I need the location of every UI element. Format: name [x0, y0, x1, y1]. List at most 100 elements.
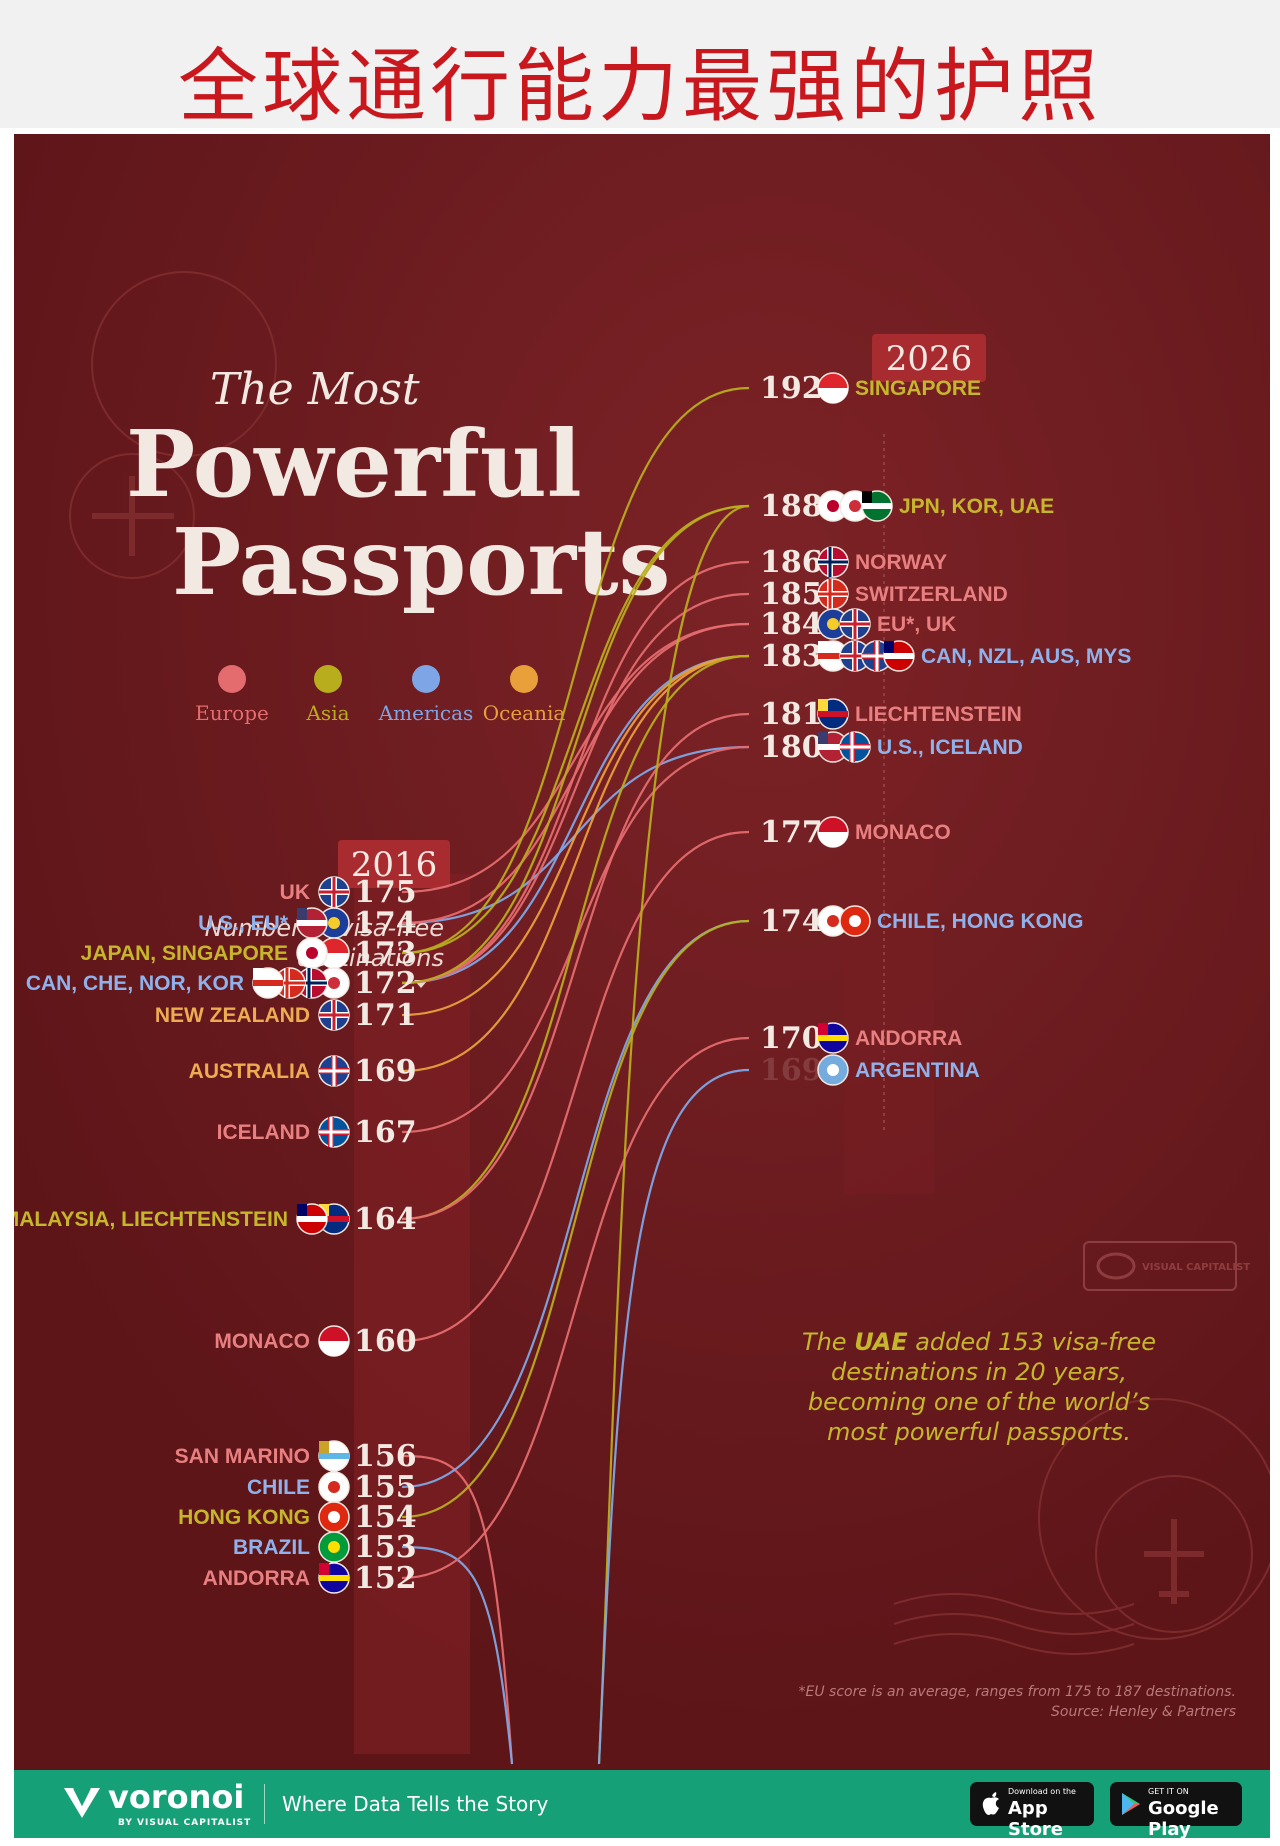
left-label: CAN, CHE, NOR, KOR [26, 972, 244, 995]
annotation-pre: The [802, 1328, 854, 1356]
legend-dot-americas [412, 665, 440, 693]
year-badge-right: 2026 [886, 339, 973, 379]
left-labels: 175 UK 174 U.S., EU* 173 JAPAN, SINGAPORE 172 C… [14, 875, 417, 1596]
right-value: 188 [760, 489, 823, 524]
footnote-source: Source: Henley & Partners [1051, 1704, 1236, 1720]
legend-label-europe: Europe [195, 701, 269, 725]
left-value: 175 [354, 875, 417, 910]
gb-flag-icon [318, 876, 350, 908]
logo-subtitle: BY VISUAL CAPITALIST [118, 1818, 252, 1828]
is-flag-icon [318, 1116, 350, 1148]
left-label: CHILE [247, 1476, 310, 1499]
left-entry: 164 MALAYSIA, LIECHTENSTEIN [14, 1202, 417, 1237]
mc-flag-icon [817, 816, 849, 848]
app-store-button[interactable]: Download on the App Store [970, 1782, 1094, 1840]
sg-flag-icon [817, 372, 849, 404]
left-label: JAPAN, SINGAPORE [81, 942, 288, 965]
left-entry: 154 HONG KONG [178, 1500, 416, 1535]
year-badge-left-bg [338, 840, 450, 888]
app-store-small: Download on the [1008, 1787, 1076, 1796]
my-flag-icon [883, 640, 915, 672]
stamp-decoration [69, 271, 1270, 1655]
left-entry: 167 ICELAND [217, 1115, 417, 1150]
left-value: 155 [354, 1470, 417, 1505]
right-column-shade [844, 394, 934, 1194]
poster-background [14, 134, 1270, 1770]
slope-chart: The Most Powerful Passports Europe Asia Am… [14, 134, 1270, 1770]
right-label: NORWAY [855, 551, 947, 574]
right-entry: 170 ANDORRA [760, 1021, 962, 1056]
li-flag-icon [318, 1203, 350, 1235]
right-label: EU*, UK [877, 613, 956, 636]
right-entry: 181 LIECHTENSTEIN [760, 697, 1022, 732]
google-play-small: GET IT ON [1148, 1787, 1189, 1796]
no-flag-icon [817, 546, 849, 578]
ch-flag-icon [274, 967, 306, 999]
left-label: MALAYSIA, LIECHTENSTEIN [14, 1208, 288, 1231]
google-play-label: Google Play [1148, 1798, 1219, 1840]
line-uae [597, 504, 750, 1765]
left-label: AUSTRALIA [189, 1060, 310, 1083]
sm-flag-icon [318, 1440, 350, 1472]
right-label: U.S., ICELAND [877, 736, 1023, 759]
right-entry: 177 MONACO [760, 815, 951, 850]
title-line3: Passports [172, 508, 670, 616]
banner: 全球通行能力最强的护照 [0, 0, 1280, 133]
cl-flag-icon [817, 905, 849, 937]
br-flag-icon [318, 1531, 350, 1563]
line-brazil [401, 1545, 514, 1765]
legend-label-oceania: Oceania [483, 701, 566, 725]
google-play-button[interactable]: GET IT ON Google Play [1110, 1782, 1242, 1840]
legend-dot-asia [314, 665, 342, 693]
line-australia [401, 654, 750, 1073]
footnote-eu: *EU score is an average, ranges from 175… [799, 1684, 1237, 1700]
legend-dot-oceania [510, 665, 538, 693]
left-entry: 169 AUSTRALIA [189, 1054, 417, 1089]
svg-text:The UAE added 153 visa-free: The UAE added 153 visa-free [802, 1328, 1156, 1356]
right-label: CHILE, HONG KONG [877, 910, 1084, 933]
left-value: 153 [354, 1530, 417, 1565]
right-value: 185 [760, 577, 823, 612]
right-label: SINGAPORE [855, 377, 981, 400]
left-entry: 152 ANDORRA [203, 1561, 417, 1596]
right-value: 177 [760, 815, 823, 850]
poster: The Most Powerful Passports Europe Asia Am… [14, 134, 1270, 1770]
right-label: ARGENTINA [855, 1059, 980, 1082]
right-value: 181 [760, 697, 823, 732]
right-label: ANDORRA [855, 1027, 962, 1050]
line-can [401, 654, 750, 985]
annotation-line3: becoming one of the world’s [808, 1388, 1150, 1416]
line-argentina [597, 1068, 750, 1765]
line-singapore [401, 386, 750, 955]
left-entry: 155 CHILE [247, 1470, 417, 1505]
left-entry: 153 BRAZIL [233, 1530, 417, 1565]
line-liechtenstein [401, 712, 750, 1221]
annotation-line2: destinations in 20 years, [831, 1358, 1127, 1386]
connector-lines [401, 386, 750, 1765]
app-store-label: App Store [1008, 1798, 1064, 1840]
left-value: 154 [354, 1500, 417, 1535]
left-value: 174 [354, 906, 417, 941]
right-value: 169 [760, 1053, 823, 1088]
right-labels: 192 SINGAPORE 188 JPN, KOR, UAE 186 NORWAY 185… [760, 371, 1131, 1088]
right-entry: 180 U.S., ICELAND [760, 730, 1023, 765]
right-value: 183 [760, 639, 823, 674]
left-value: 164 [354, 1202, 417, 1237]
is-flag-icon [839, 731, 871, 763]
banner-title: 全球通行能力最强的护照 [178, 40, 1102, 133]
hk-flag-icon [318, 1501, 350, 1533]
left-value: 169 [354, 1054, 417, 1089]
tagline: Where Data Tells the Story [282, 1792, 549, 1816]
left-column-shade [354, 874, 470, 1754]
right-label: LIECHTENSTEIN [855, 703, 1022, 726]
right-entry: 192 SINGAPORE [760, 371, 981, 406]
line-monaco [401, 830, 750, 1343]
left-entry: 171 NEW ZEALAND [155, 998, 417, 1033]
right-entry: 186 NORWAY [760, 545, 947, 580]
left-entry: 160 MONACO [214, 1324, 416, 1359]
ae-flag-icon [861, 490, 893, 522]
legend-label-americas: Americas [378, 701, 474, 725]
line-san-marino [401, 1454, 514, 1765]
left-value: 167 [354, 1115, 417, 1150]
line-japan [401, 504, 750, 955]
